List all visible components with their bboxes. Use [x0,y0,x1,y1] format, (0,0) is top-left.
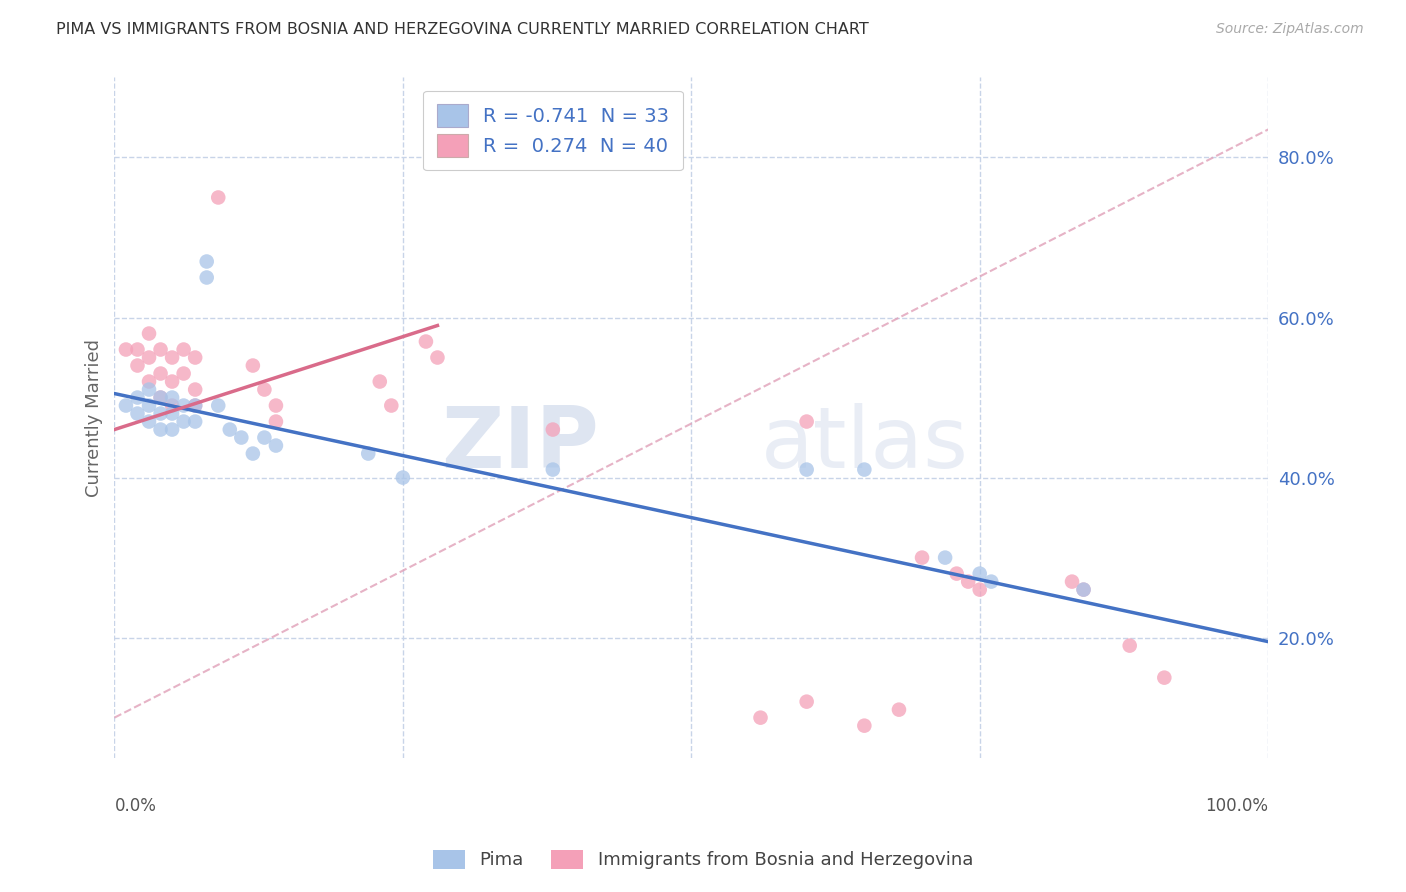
Point [207,190,229,204]
Point [242,359,264,373]
Point [149,423,172,437]
Point [127,407,149,421]
Point [160,423,183,437]
Point [127,391,149,405]
Point [853,462,876,476]
Point [957,574,980,589]
Point [357,446,380,460]
Point [173,343,195,357]
Y-axis label: Currently Married: Currently Married [86,339,103,497]
Point [173,399,195,413]
Point [1153,671,1175,685]
Point [796,415,818,429]
Point [138,375,160,389]
Point [115,343,138,357]
Point [541,423,564,437]
Point [138,399,160,413]
Point [253,431,276,445]
Point [160,351,183,365]
Point [264,399,287,413]
Point [184,399,207,413]
Text: ZIP: ZIP [441,403,599,486]
Point [195,270,218,285]
Point [218,423,240,437]
Point [149,367,172,381]
Text: atlas: atlas [761,403,969,486]
Point [160,375,183,389]
Point [149,407,172,421]
Point [149,391,172,405]
Point [207,399,229,413]
Text: PIMA VS IMMIGRANTS FROM BOSNIA AND HERZEGOVINA CURRENTLY MARRIED CORRELATION CHA: PIMA VS IMMIGRANTS FROM BOSNIA AND HERZE… [56,22,869,37]
Point [934,550,956,565]
Point [127,359,149,373]
Point [149,391,172,405]
Point [173,415,195,429]
Point [796,462,818,476]
Legend: R = -0.741  N = 33, R =  0.274  N = 40: R = -0.741 N = 33, R = 0.274 N = 40 [423,91,683,170]
Point [184,383,207,397]
Point [749,711,772,725]
Point [149,343,172,357]
Point [138,351,160,365]
Point [1118,639,1140,653]
Point [980,574,1002,589]
Point [184,415,207,429]
Point [184,351,207,365]
Point [969,566,991,581]
Point [392,470,415,484]
Text: 100.0%: 100.0% [1205,797,1268,814]
Point [173,367,195,381]
Point [1060,574,1083,589]
Point [541,462,564,476]
Point [380,399,402,413]
Point [796,695,818,709]
Point [264,415,287,429]
Point [1073,582,1095,597]
Point [368,375,391,389]
Point [242,446,264,460]
Point [415,334,437,349]
Point [127,343,149,357]
Point [231,431,253,445]
Point [138,415,160,429]
Point [426,351,449,365]
Point [911,550,934,565]
Legend: Pima, Immigrants from Bosnia and Herzegovina: Pima, Immigrants from Bosnia and Herzego… [423,841,983,879]
Point [1073,582,1095,597]
Point [945,566,967,581]
Point [184,399,207,413]
Text: 0.0%: 0.0% [114,797,156,814]
Point [160,407,183,421]
Point [115,399,138,413]
Point [887,703,910,717]
Point [138,383,160,397]
Point [253,383,276,397]
Point [160,391,183,405]
Point [264,439,287,453]
Point [969,582,991,597]
Point [195,254,218,268]
Point [160,399,183,413]
Point [138,326,160,341]
Point [853,719,876,733]
Text: Source: ZipAtlas.com: Source: ZipAtlas.com [1216,22,1364,37]
